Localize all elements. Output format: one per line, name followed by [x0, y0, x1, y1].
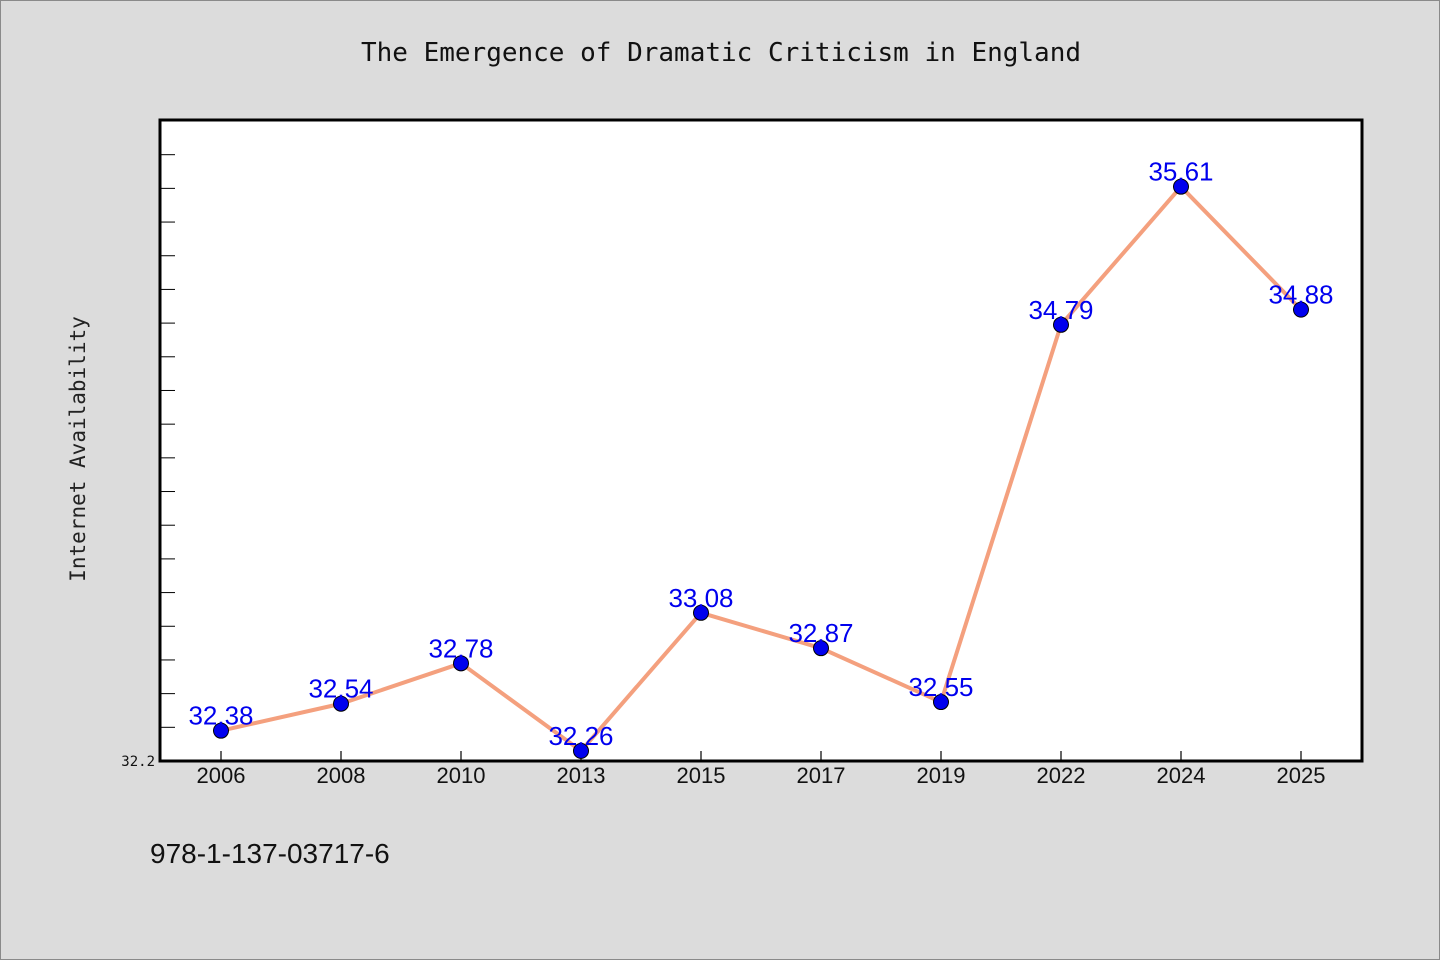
data-label: 32.87 — [788, 618, 853, 648]
series-line — [219, 184, 1303, 753]
data-label: 34.79 — [1028, 295, 1093, 325]
data-point — [933, 694, 949, 711]
data-label: 32.54 — [308, 674, 373, 704]
x-tick-label: 2022 — [1037, 763, 1086, 788]
data-point — [213, 722, 229, 739]
data-point — [813, 640, 829, 657]
series-layer — [213, 178, 1309, 759]
x-tick-label: 2025 — [1277, 763, 1326, 788]
data-point — [573, 742, 589, 759]
data-label: 32.38 — [188, 701, 253, 731]
data-label: 35.61 — [1148, 157, 1213, 187]
data-labels-layer: 32.38 32.54 32.78 32.26 33.08 32.87 32.55 34.79… — [188, 157, 1333, 751]
plot-area — [158, 118, 1364, 763]
x-tick-label: 2013 — [557, 763, 606, 788]
x-tick-label: 2015 — [677, 763, 726, 788]
data-point — [1173, 178, 1189, 195]
data-point — [1053, 316, 1069, 333]
data-point — [1293, 301, 1309, 318]
footer-isbn: 978-1-137-03717-6 — [150, 838, 390, 869]
x-tick-label: 2008 — [317, 763, 366, 788]
x-tick-label: 2010 — [437, 763, 486, 788]
y-axis-ticks: 32.2 — [121, 120, 175, 770]
x-tick-label: 2017 — [797, 763, 846, 788]
y-axis-label: Internet Availability — [66, 316, 90, 582]
data-label: 33.08 — [668, 583, 733, 613]
data-point — [693, 604, 709, 621]
x-tick-label: 2024 — [1157, 763, 1206, 788]
data-label: 32.55 — [908, 672, 973, 702]
data-label: 32.26 — [548, 721, 613, 751]
data-label: 32.78 — [428, 633, 493, 663]
chart-title: The Emergence of Dramatic Criticism in E… — [361, 38, 1081, 68]
y-tick-label: 32.2 — [121, 754, 155, 770]
data-point — [333, 695, 349, 712]
data-point — [453, 655, 469, 672]
x-axis-ticks: 2006 2008 2010 2013 2015 2017 2019 2022 2024 2025 — [197, 751, 1326, 788]
x-tick-label: 2006 — [197, 763, 246, 788]
data-label: 34.88 — [1268, 280, 1333, 310]
x-tick-label: 2019 — [917, 763, 966, 788]
